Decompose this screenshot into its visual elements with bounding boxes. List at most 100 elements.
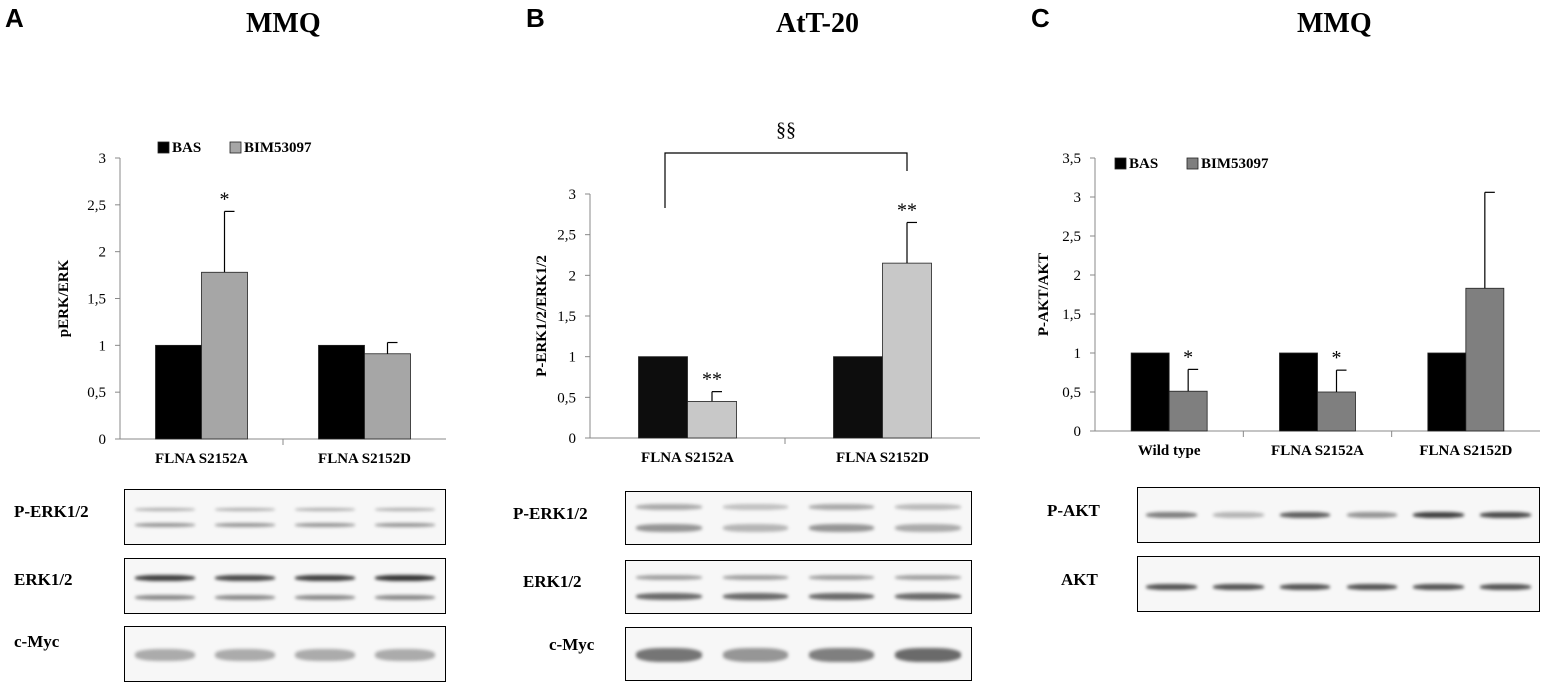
- blot-b-cmyc: [625, 627, 972, 681]
- bar: [1427, 352, 1467, 432]
- blot-band: [374, 523, 436, 527]
- legend-swatch: [157, 141, 170, 154]
- y-tick-label: 3,5: [1062, 151, 1081, 167]
- blot-band: [722, 575, 789, 580]
- x-category-label: FLNA S2152A: [641, 450, 734, 466]
- blot-b-perk: [625, 491, 972, 545]
- x-category-label: Wild type: [1138, 443, 1201, 459]
- panel-b-letter: B: [526, 3, 545, 33]
- y-tick-label: 2,5: [1062, 229, 1081, 245]
- blot-band: [374, 649, 436, 661]
- y-tick-label: 0,5: [557, 390, 576, 406]
- y-axis-label: P-AKT/AKT: [1036, 253, 1052, 336]
- blot-c-akt: [1137, 556, 1540, 612]
- bar: [201, 271, 248, 440]
- x-category-label: FLNA S2152D: [318, 451, 411, 467]
- y-tick-label: 2,5: [87, 198, 106, 214]
- blot-a-perk: [124, 489, 446, 545]
- blot-band: [294, 595, 356, 600]
- blot-band: [895, 524, 961, 532]
- legend-label: BAS: [1129, 156, 1158, 172]
- bar: [833, 356, 883, 439]
- blot-band: [1212, 584, 1264, 590]
- blot-band: [808, 524, 875, 532]
- blot-band: [1413, 584, 1465, 590]
- blot-band: [1146, 584, 1197, 590]
- blot-label-b-erk: ERK1/2: [523, 572, 582, 591]
- blot-band: [294, 523, 356, 527]
- blot-band: [294, 508, 356, 511]
- blot-band: [214, 508, 276, 511]
- blot-band: [722, 648, 789, 662]
- blot-band: [1413, 512, 1465, 518]
- blot-band: [134, 649, 196, 661]
- blot-band: [214, 649, 276, 661]
- chart-2: 0 0,5 1 1,5 2 2,5 3 3,5 Wild type FLNA S2152A FLNA…: [1036, 151, 1540, 459]
- legend-label: BAS: [172, 140, 201, 156]
- blot-band: [134, 508, 196, 511]
- y-tick-label: 3: [569, 187, 577, 203]
- legend-label: BIM53097: [244, 140, 312, 156]
- y-tick-label: 1,5: [87, 292, 106, 308]
- significance-label: *: [1183, 346, 1193, 368]
- bar: [1130, 352, 1170, 432]
- blot-label-a-erk: ERK1/2: [14, 570, 73, 589]
- blot-label-c-pakt: P-AKT: [1047, 501, 1100, 520]
- x-category-label: FLNA S2152D: [1419, 443, 1512, 459]
- panel-b-title: AtT-20: [776, 8, 859, 39]
- blot-band: [1346, 512, 1398, 518]
- legend-swatch: [1114, 157, 1127, 170]
- y-tick-label: 0: [569, 431, 577, 447]
- blot-label-b-cmyc: c-Myc: [549, 635, 595, 654]
- blot-band: [722, 593, 789, 600]
- blot-band: [134, 595, 196, 600]
- bar: [155, 344, 202, 440]
- blot-band: [1346, 584, 1398, 590]
- y-tick-label: 2,5: [557, 228, 576, 244]
- blot-band: [636, 504, 702, 510]
- bracket-label: §§: [776, 119, 796, 141]
- y-tick-label: 1,5: [557, 309, 576, 325]
- bar: [882, 262, 932, 439]
- blot-band: [134, 575, 196, 581]
- y-tick-label: 2: [1074, 268, 1082, 284]
- y-tick-label: 0,5: [87, 385, 106, 401]
- y-tick-label: 2: [569, 268, 577, 284]
- y-tick-label: 1,5: [1062, 307, 1081, 323]
- blot-b-erk: [625, 560, 972, 614]
- blot-label-c-akt: AKT: [1061, 570, 1098, 589]
- y-tick-label: 1: [569, 350, 577, 366]
- blot-a-erk: [124, 558, 446, 614]
- blot-band: [895, 575, 961, 580]
- panel-a-letter: A: [5, 3, 24, 33]
- blot-band: [1480, 512, 1531, 518]
- blot-band: [722, 524, 789, 532]
- x-category-label: FLNA S2152D: [836, 450, 929, 466]
- chart-0: 0 0,5 1 1,5 2 2,5 3 FLNA S2152A FLNA S2152D * pERK…: [56, 140, 446, 467]
- blot-label-a-perk: P-ERK1/2: [14, 502, 89, 521]
- y-tick-label: 3: [1074, 190, 1082, 206]
- comparison-bracket: [664, 152, 908, 208]
- blot-band: [214, 523, 276, 527]
- blot-label-b-perk: P-ERK1/2: [513, 504, 588, 523]
- legend-swatch: [1186, 157, 1199, 170]
- blot-band: [1212, 512, 1264, 518]
- significance-label: *: [1332, 347, 1342, 369]
- panel-a-title: MMQ: [246, 8, 321, 39]
- blot-band: [808, 593, 875, 600]
- x-category-label: FLNA S2152A: [1271, 443, 1364, 459]
- blot-band: [294, 575, 356, 581]
- blot-a-cmyc: [124, 626, 446, 682]
- bar: [638, 356, 688, 439]
- y-tick-label: 0: [1074, 424, 1082, 440]
- blot-band: [294, 649, 356, 661]
- blot-band: [808, 504, 875, 510]
- blot-band: [636, 648, 702, 662]
- y-tick-label: 0,5: [1062, 385, 1081, 401]
- panel-c-title: MMQ: [1297, 8, 1372, 39]
- significance-label: *: [220, 188, 230, 210]
- blot-band: [374, 595, 436, 600]
- blot-band: [636, 575, 702, 580]
- x-category-label: FLNA S2152A: [155, 451, 248, 467]
- bar: [1168, 390, 1208, 432]
